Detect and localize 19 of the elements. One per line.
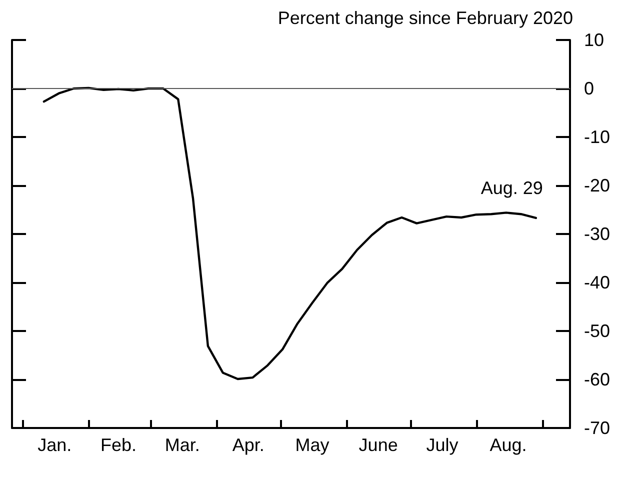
x-tick-label: Aug. bbox=[490, 435, 527, 455]
x-tick-label: Feb. bbox=[100, 435, 137, 455]
y-tick-label: -20 bbox=[584, 176, 610, 196]
y-tick-label: -70 bbox=[584, 418, 610, 438]
annotation: Aug. 29 bbox=[480, 178, 543, 198]
x-tick-label: May bbox=[295, 435, 330, 455]
x-tick-label: June bbox=[358, 435, 398, 455]
x-tick-label: July bbox=[426, 435, 458, 455]
y-tick-label: -60 bbox=[584, 370, 610, 390]
y-tick-label: -30 bbox=[584, 224, 610, 244]
chart-title: Percent change since February 2020 bbox=[278, 8, 574, 28]
y-tick-label: 0 bbox=[584, 78, 594, 98]
x-tick-label: Mar. bbox=[164, 435, 200, 455]
y-tick-label: 10 bbox=[584, 30, 604, 50]
x-tick-label: Apr. bbox=[232, 435, 264, 455]
x-tick-label: Jan. bbox=[38, 435, 72, 455]
y-tick-label: -10 bbox=[584, 127, 610, 147]
y-tick-label: -40 bbox=[584, 272, 610, 292]
y-tick-label: -50 bbox=[584, 321, 610, 341]
